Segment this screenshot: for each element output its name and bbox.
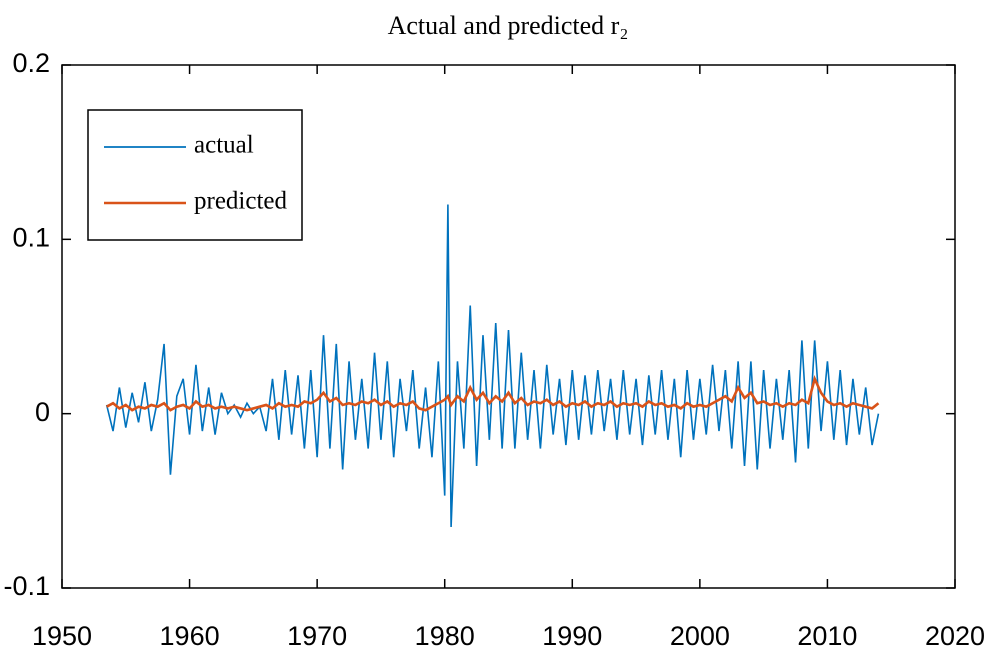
y-tick-label: 0.1	[12, 222, 50, 252]
x-tick-label: 2000	[670, 621, 730, 651]
x-tick-label: 1980	[415, 621, 475, 651]
x-tick-label: 1950	[32, 621, 92, 651]
plot-frame	[61, 64, 956, 589]
legend-label: predicted	[194, 188, 288, 215]
x-tick-label: 2020	[925, 621, 984, 651]
x-tick-label: 1990	[542, 621, 602, 651]
chart-title: Actual and predicted r₂	[388, 11, 629, 40]
y-tick-label: 0	[35, 397, 50, 427]
legend-box	[87, 109, 303, 241]
y-tick-label: 0.2	[12, 48, 50, 78]
x-tick-label: 1960	[160, 621, 220, 651]
x-tick-label: 1970	[287, 621, 347, 651]
series-line	[105, 204, 880, 528]
series-line	[106, 374, 880, 412]
legend-label: actual	[194, 132, 254, 159]
x-tick-label: 2010	[797, 621, 857, 651]
y-tick-label: -0.1	[3, 571, 50, 601]
